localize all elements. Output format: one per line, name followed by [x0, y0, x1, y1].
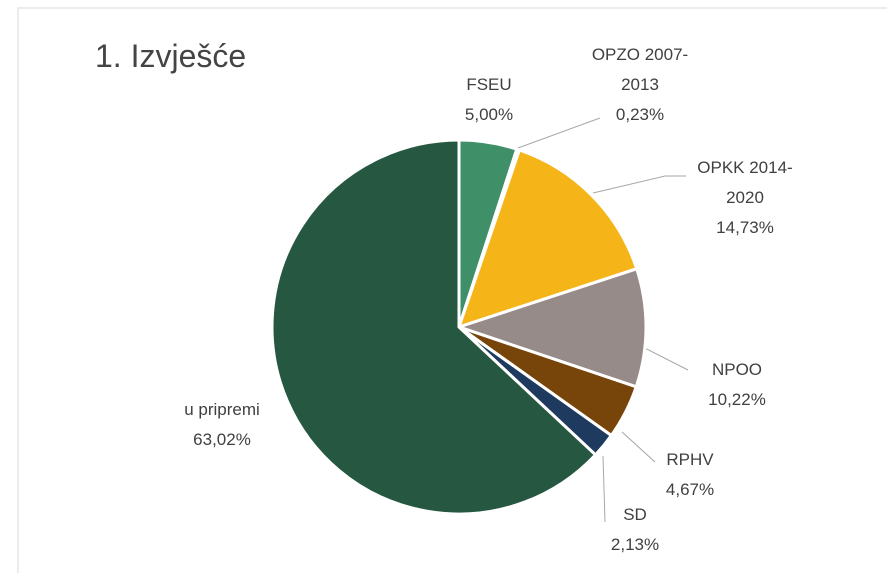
slice-category: OPKK 2014-2020 — [697, 158, 793, 207]
slice-value: 0,23% — [615, 105, 665, 124]
slices — [270, 138, 648, 516]
slice-value: 5,00% — [464, 105, 514, 124]
slice-category: FSEU — [466, 75, 512, 94]
slice-label: OPKK 2014-2020 14,73% — [690, 153, 800, 243]
slice-value: 2,13% — [610, 535, 660, 554]
slice-category: OPZO 2007-2013 — [591, 45, 689, 94]
slice-value: 63,02% — [193, 430, 251, 449]
slice-value: 4,67% — [665, 480, 715, 499]
pie-slice — [270, 138, 598, 516]
slice-value: 14,73% — [716, 218, 774, 237]
pie-slice — [454, 266, 648, 389]
slice-label: FSEU 5,00% — [424, 70, 554, 130]
slice-label: SD 2,13% — [570, 500, 700, 560]
slice-category: SD — [623, 505, 647, 524]
slice-label: NPOO 10,22% — [672, 355, 802, 415]
slice-label: u pripremi 63,02% — [157, 395, 287, 455]
slice-category: u pripremi — [184, 400, 260, 419]
chart-frame — [17, 7, 887, 573]
chart-title: 1. Izvješće — [95, 38, 247, 74]
slice-category: NPOO — [711, 360, 763, 379]
slice-label: OPZO 2007-2013 0,23% — [585, 40, 695, 130]
slice-value: 10,22% — [708, 390, 766, 409]
slice-label: RPHV 4,67% — [625, 445, 755, 505]
leader-lines — [517, 117, 689, 523]
slice-category: RPHV — [666, 450, 714, 469]
